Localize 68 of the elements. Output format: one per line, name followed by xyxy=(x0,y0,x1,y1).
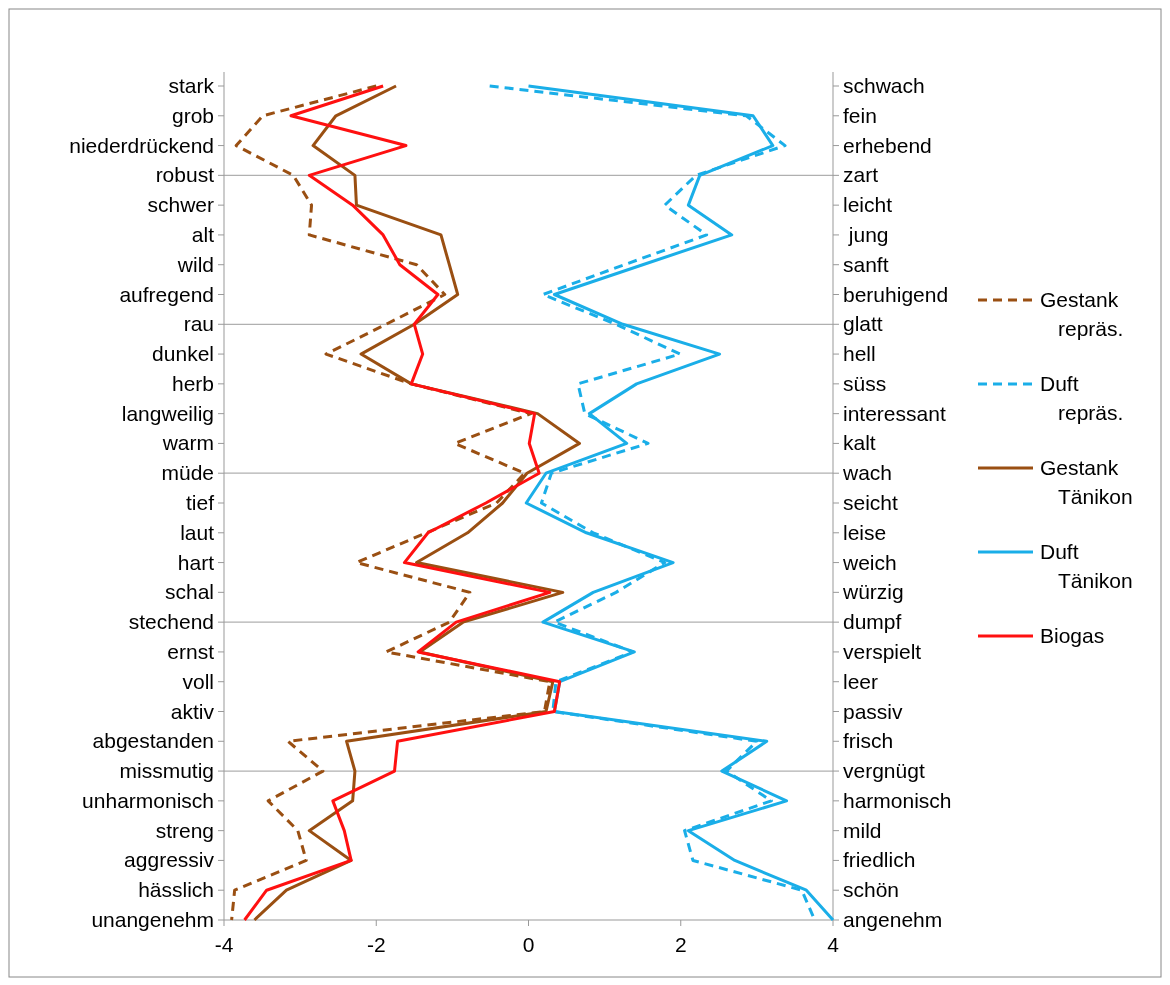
legend-label: Gestank Tänikon xyxy=(1040,456,1133,508)
y-tick-label: alt xyxy=(191,222,215,246)
y-tick-label: laut xyxy=(180,520,215,544)
y-tick-label: dunkel xyxy=(152,342,214,366)
y2-tick-label: friedlich xyxy=(843,848,916,872)
y-tick-label: wild xyxy=(176,252,214,276)
y2-tick-label: glatt xyxy=(843,312,883,336)
y-tick-label: ernst xyxy=(167,639,215,663)
y-tick-label: herb xyxy=(171,371,214,395)
y-tick-label: grob xyxy=(171,103,214,127)
legend-label: Gestank repräs. xyxy=(1040,288,1124,340)
y-tick-label: rau xyxy=(183,312,214,336)
y2-tick-label: frisch xyxy=(843,729,894,753)
y2-tick-label: hell xyxy=(843,342,876,366)
y2-tick-label: leise xyxy=(843,520,887,544)
y-tick-label: müde xyxy=(161,461,214,485)
y-tick-label: voll xyxy=(182,669,214,693)
y-tick-label: langweilig xyxy=(121,401,214,425)
y2-tick-label: leer xyxy=(843,669,879,693)
y-tick-label: schal xyxy=(164,580,214,604)
y-tick-label: aktiv xyxy=(170,699,215,723)
y-tick-label: tief xyxy=(185,491,215,514)
y-tick-label: unangenehm xyxy=(91,908,214,931)
y2-tick-label: wach xyxy=(842,461,893,485)
x-tick-label: 2 xyxy=(674,933,687,956)
y-tick-label: stark xyxy=(168,74,215,97)
y-tick-label: unharmonisch xyxy=(82,788,214,812)
y2-tick-label: beruhigend xyxy=(843,282,949,306)
y2-tick-label: verspielt xyxy=(843,639,922,663)
y-tick-label: aggressiv xyxy=(124,848,215,872)
x-tick-label: -4 xyxy=(214,933,234,956)
y2-tick-label: weich xyxy=(842,550,897,574)
y2-tick-label: seicht xyxy=(843,491,899,514)
y-tick-label: abgestanden xyxy=(92,729,214,753)
y2-tick-label: dumpf xyxy=(843,610,902,634)
y2-tick-label: mild xyxy=(843,818,882,842)
x-tick-label: 0 xyxy=(522,933,535,956)
y2-tick-label: passiv xyxy=(843,699,904,723)
y-tick-label: schwer xyxy=(147,193,214,217)
y-tick-label: missmutig xyxy=(119,759,214,783)
legend-label: Duft Tänikon xyxy=(1040,540,1133,592)
y2-tick-label: zart xyxy=(843,163,879,187)
y2-tick-label: schön xyxy=(843,878,900,902)
y-tick-label: hässlich xyxy=(138,878,214,902)
y2-tick-label: erhebend xyxy=(843,133,932,157)
legend-label: Duft repräs. xyxy=(1040,372,1124,424)
y2-tick-label: kalt xyxy=(843,431,876,455)
y2-tick-label: interessant xyxy=(843,401,946,425)
y-tick-label: warm xyxy=(161,431,214,455)
x-tick-label: -2 xyxy=(366,933,386,956)
y2-tick-label: süss xyxy=(843,371,887,395)
y2-tick-label: vergnügt xyxy=(843,759,925,783)
y-tick-label: hart xyxy=(177,550,215,574)
y-tick-label: stechend xyxy=(128,610,214,634)
x-tick-label: 4 xyxy=(827,933,840,956)
y2-tick-label: leicht xyxy=(843,193,893,217)
y-tick-label: niederdrückend xyxy=(69,133,214,157)
y2-tick-label: sanft xyxy=(843,252,889,276)
legend-label: Biogas xyxy=(1040,624,1105,647)
y-tick-label: streng xyxy=(155,818,214,842)
y2-tick-label: harmonisch xyxy=(843,788,952,812)
y2-tick-label: angenehm xyxy=(843,908,943,931)
y-tick-label: robust xyxy=(155,163,215,187)
y-tick-label: aufregend xyxy=(119,282,214,306)
y2-tick-label: schwach xyxy=(843,74,925,97)
y2-tick-label: würzig xyxy=(842,580,904,604)
y2-tick-label: jung xyxy=(843,222,889,246)
y2-tick-label: fein xyxy=(843,103,877,127)
